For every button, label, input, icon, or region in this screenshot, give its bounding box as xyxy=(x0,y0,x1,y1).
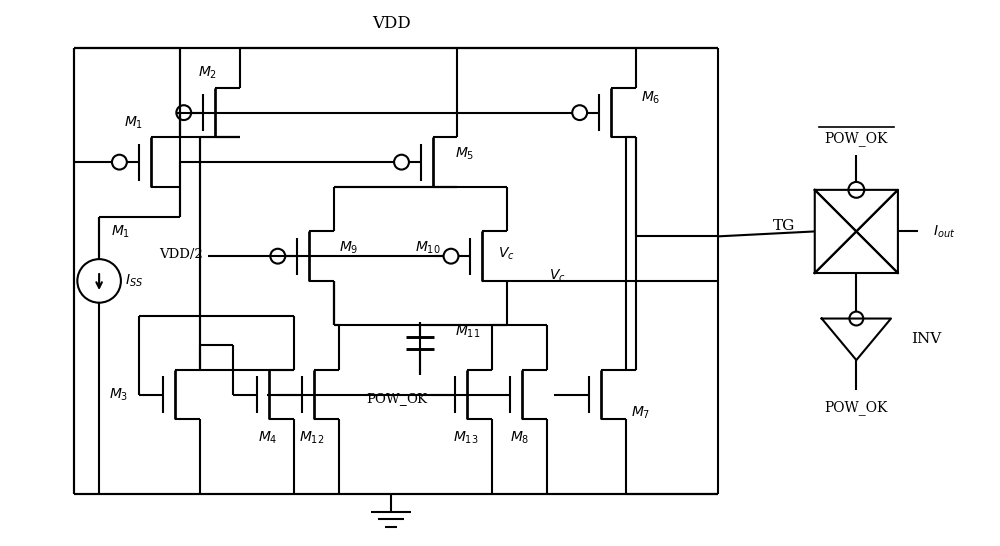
Text: $M_{13}$: $M_{13}$ xyxy=(453,429,478,446)
Text: $M_1$: $M_1$ xyxy=(124,114,143,130)
Polygon shape xyxy=(856,190,898,273)
Text: $I_{SS}$: $I_{SS}$ xyxy=(125,272,143,289)
Text: $M_5$: $M_5$ xyxy=(455,146,475,162)
Text: $M_9$: $M_9$ xyxy=(339,240,358,257)
Text: POW_OK: POW_OK xyxy=(825,131,888,146)
Text: $V_c$: $V_c$ xyxy=(549,268,565,284)
Text: $M_{10}$: $M_{10}$ xyxy=(415,240,441,257)
Text: $M_6$: $M_6$ xyxy=(641,90,660,106)
Text: $M_2$: $M_2$ xyxy=(198,65,218,81)
Text: $M_8$: $M_8$ xyxy=(510,429,530,446)
Text: TG: TG xyxy=(773,219,795,234)
Polygon shape xyxy=(822,318,891,360)
Polygon shape xyxy=(815,190,856,273)
Polygon shape xyxy=(815,190,898,232)
Text: VDD/2: VDD/2 xyxy=(159,248,203,260)
Text: $M_{11}$: $M_{11}$ xyxy=(455,323,480,340)
Text: VDD: VDD xyxy=(372,15,410,32)
Text: $M_7$: $M_7$ xyxy=(631,405,650,421)
Polygon shape xyxy=(815,232,898,273)
Text: $M_3$: $M_3$ xyxy=(109,387,129,403)
Text: INV: INV xyxy=(911,333,941,346)
Text: POW_OK: POW_OK xyxy=(825,400,888,415)
Text: $I_{out}$: $I_{out}$ xyxy=(933,223,955,240)
Text: $V_c$: $V_c$ xyxy=(498,246,515,263)
Text: $M_{12}$: $M_{12}$ xyxy=(299,429,325,446)
Text: $M_1$: $M_1$ xyxy=(111,223,131,240)
Text: $M_4$: $M_4$ xyxy=(258,429,277,446)
Text: POW$\_$OK: POW$\_$OK xyxy=(366,391,429,408)
